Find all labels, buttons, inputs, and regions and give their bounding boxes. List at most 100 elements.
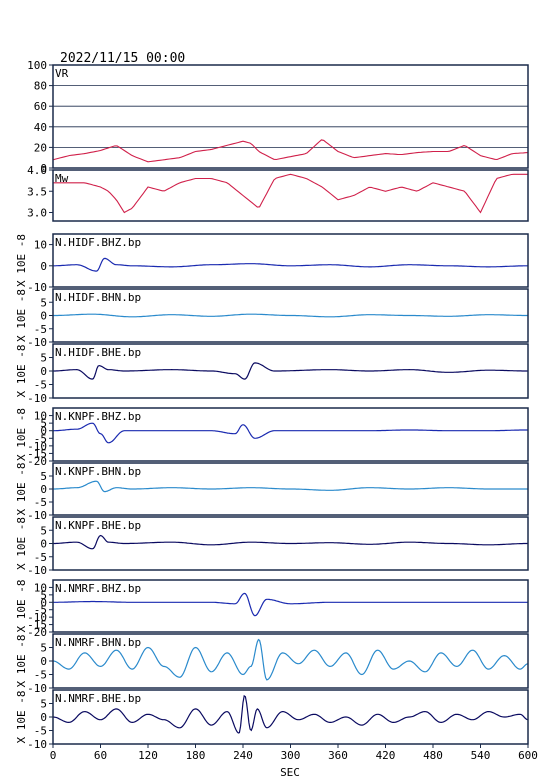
y-tick-label: -10: [27, 611, 47, 624]
y-tick-label: 80: [34, 80, 47, 93]
trace-line: [53, 257, 528, 272]
trace-line: [53, 173, 528, 214]
y-axis-label: X 10E -8: [15, 345, 28, 398]
y-tick-label: -10: [27, 738, 47, 751]
x-tick-label: 240: [233, 749, 253, 762]
y-tick-label: -5: [34, 551, 47, 564]
y-tick-label: 5: [40, 589, 47, 602]
panel-frame: [52, 169, 529, 222]
trace-line: [53, 592, 528, 617]
y-tick-label: -5: [34, 669, 47, 682]
series-label: N.HIDF.BHN.bp: [55, 291, 141, 304]
trace-line: [53, 694, 528, 734]
series-label: N.NMRF.BHN.bp: [55, 636, 141, 649]
y-axis-label: X 10E -8: [15, 517, 28, 570]
trace-line: [53, 362, 528, 380]
y-tick-label: -20: [27, 455, 47, 468]
series-label: N.KNPF.BHE.bp: [55, 519, 141, 532]
y-tick-label: 0: [40, 711, 47, 724]
y-tick-label: -10: [27, 509, 47, 522]
y-axis-label: X 10E -8: [15, 580, 28, 633]
panel-4: 50-5-10 N.HIDF.BHN.bp X 10E -8: [15, 288, 529, 349]
panels: 020406080100VR3.03.54.0Mw100-10N.HIDF.BH…: [15, 59, 529, 751]
x-tick-label: 0: [50, 749, 57, 762]
y-tick-label: -5: [34, 379, 47, 392]
x-axis: 0 60 120 180 240 300 360 420 480 540 600: [50, 744, 538, 762]
y-tick-label: 5: [40, 470, 47, 483]
y-tick-label: 10: [34, 581, 47, 594]
panel-2: 3.0 3.5 4.0 Mw: [27, 164, 529, 222]
panel-8: 50-5-10 N.KNPF.BHE.bp X 10E -8: [15, 516, 529, 577]
y-tick-label: 0: [40, 483, 47, 496]
x-tick-label: 120: [138, 749, 158, 762]
y-axis-label: X 10E -8: [15, 234, 28, 287]
panel-10: 50-5-10 N.NMRF.BHN.bp X 10E -8: [15, 633, 529, 695]
y-tick-label: 3.5: [27, 185, 47, 198]
series-label: N.NMRF.BHE.bp: [55, 692, 141, 705]
y-tick-label: 0: [40, 538, 47, 551]
y-axis-label: X 10E -8: [15, 691, 28, 744]
y-tick-label: 4.0: [27, 164, 47, 177]
y-tick-label: 5: [40, 352, 47, 365]
y-tick-label: -5: [34, 323, 47, 336]
y-tick-label: 0: [40, 425, 47, 438]
panel-frame: [52, 579, 529, 633]
panel-3: 10 0 -10 N.HIDF.BHZ.bp X 10E -8: [15, 233, 529, 294]
trace-line: [53, 313, 528, 318]
series-label: N.KNPF.BHZ.bp: [55, 410, 141, 423]
y-tick-label: -10: [27, 440, 47, 453]
x-tick-label: 480: [423, 749, 443, 762]
trace-line: [53, 480, 528, 493]
trace-line: [53, 422, 528, 444]
header-datetime: 2022/11/15 00:00: [60, 51, 185, 66]
y-tick-label: 0: [40, 310, 47, 323]
trace-line: [53, 534, 528, 550]
panel-frame: [52, 64, 529, 169]
y-tick-label: -5: [34, 725, 47, 738]
panel-frame: [52, 233, 529, 288]
y-axis-label: X 10E -8: [15, 463, 28, 516]
y-tick-label: -10: [27, 682, 47, 695]
y-tick-label: -5: [34, 432, 47, 445]
y-tick-label: 0: [40, 260, 47, 273]
y-tick-label: 0: [40, 365, 47, 378]
panel-1: 0 20 40 60 80 100 VR: [27, 59, 529, 175]
series-label: Mw: [55, 172, 69, 185]
y-tick-label: 5: [40, 524, 47, 537]
x-tick-label: 540: [471, 749, 491, 762]
y-axis-label: X 10E -8: [15, 408, 28, 461]
y-tick-label: 5: [40, 296, 47, 309]
y-axis-label: X 10E -8: [15, 289, 28, 342]
y-axis-label: X 10E -8: [15, 635, 28, 688]
series-label: N.HIDF.BHZ.bp: [55, 236, 141, 249]
x-tick-label: 600: [518, 749, 538, 762]
x-axis-label: SEC: [280, 766, 300, 779]
series-label: N.KNPF.BHN.bp: [55, 465, 141, 478]
y-tick-label: -10: [27, 564, 47, 577]
y-tick-label: 60: [34, 100, 47, 113]
panel-frame: [52, 407, 529, 462]
y-tick-label: 3.0: [27, 207, 47, 220]
y-tick-label: 40: [34, 121, 47, 134]
y-tick-label: -10: [27, 336, 47, 349]
panel-7: 50-5-10 N.KNPF.BHN.bp X 10E -8: [15, 462, 529, 522]
series-label: N.NMRF.BHZ.bp: [55, 582, 141, 595]
x-tick-label: 420: [376, 749, 396, 762]
y-tick-label: 0: [40, 162, 47, 175]
y-tick-label: -10: [27, 392, 47, 405]
x-tick-label: 60: [94, 749, 107, 762]
y-tick-label: -5: [34, 604, 47, 617]
trace-line: [53, 638, 528, 681]
y-tick-label: -10: [27, 281, 47, 294]
y-tick-label: 10: [34, 239, 47, 252]
y-tick-label: 100: [27, 59, 47, 72]
y-tick-label: 10: [34, 410, 47, 423]
x-tick-label: 300: [281, 749, 301, 762]
y-tick-label: 20: [34, 141, 47, 154]
trace-line: [53, 139, 528, 163]
x-tick-label: 180: [186, 749, 206, 762]
series-label: N.HIDF.BHE.bp: [55, 346, 141, 359]
